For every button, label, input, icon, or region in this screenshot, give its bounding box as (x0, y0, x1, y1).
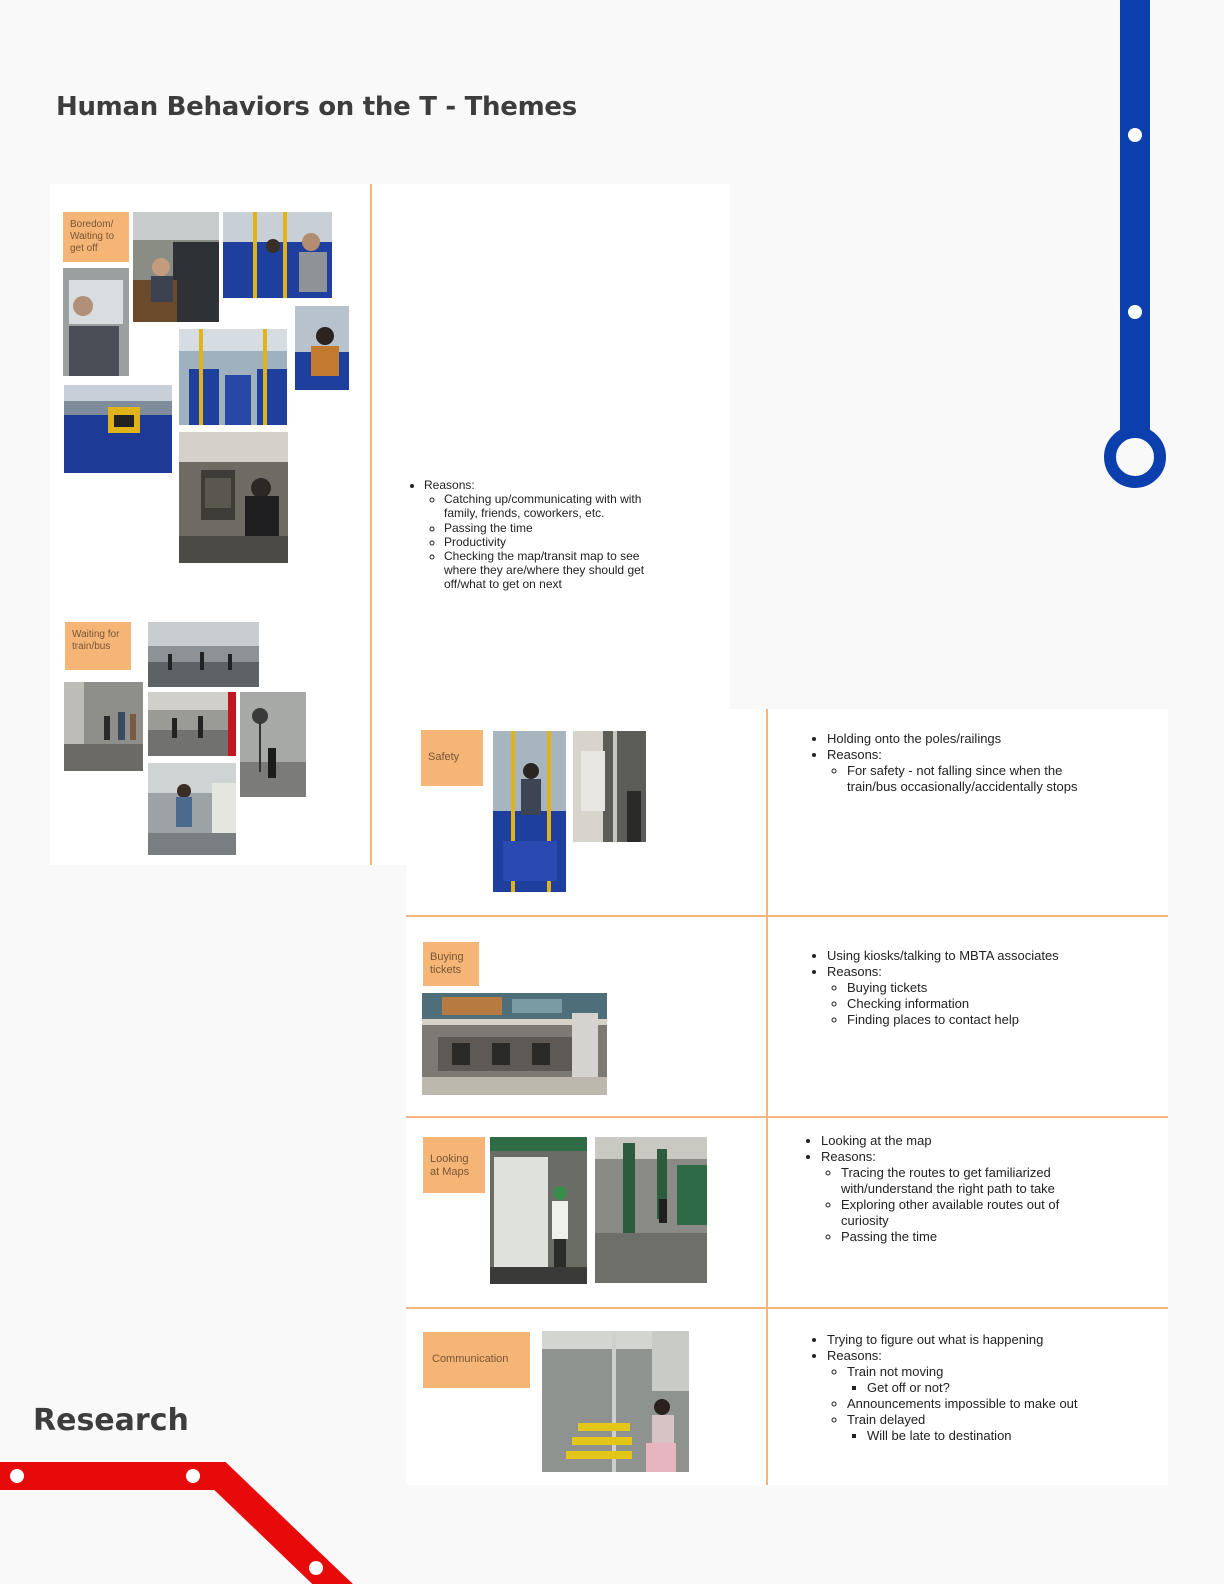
photo-poles-railings (493, 731, 566, 892)
note-subitem: Passing the time (841, 1229, 1107, 1245)
note-subitem: Train delayed (847, 1412, 1133, 1428)
blue-line-graphic (1104, 0, 1166, 488)
note-item: Looking at the map (821, 1133, 1107, 1149)
note-item: Reasons: (827, 1348, 1133, 1364)
photo-bus-passengers-seated (223, 212, 332, 298)
note-item: Reasons: (424, 478, 650, 492)
note-subitem: Productivity (444, 535, 650, 549)
note-subitem: Get off or not? (867, 1380, 1133, 1396)
sticky-communication: Communication (423, 1332, 530, 1388)
note-item: Holding onto the poles/railings (827, 731, 1103, 747)
photo-bus-window-passenger (63, 268, 129, 376)
red-line-station-dot (10, 1469, 24, 1483)
note-subitem: Will be late to destination (867, 1428, 1133, 1444)
note-item: Using kiosks/talking to MBTA associates (827, 948, 1113, 964)
note-subitem: Exploring other available routes out of … (841, 1197, 1107, 1229)
note-subitem: Checking the map/transit map to see wher… (444, 549, 650, 592)
note-item: Reasons: (827, 747, 1103, 763)
sticky-boredom: Boredom/ Waiting to get off (63, 212, 129, 262)
notes-maps: Looking at the map Reasons: Tracing the … (807, 1133, 1107, 1245)
photo-hand-on-pole (573, 731, 646, 842)
blue-line-station-dot (1128, 128, 1142, 142)
divider (406, 1307, 1168, 1309)
sticky-waiting: Waiting for train/bus (65, 622, 131, 670)
photo-bus-interior-empty (179, 329, 287, 425)
red-line-station-dot (186, 1469, 200, 1483)
red-line-station-dot (309, 1561, 323, 1575)
note-item: Reasons: (821, 1149, 1107, 1165)
blue-line-track (1120, 0, 1150, 430)
note-item: Reasons: (827, 964, 1113, 980)
note-subitem: Train not moving (847, 1364, 1133, 1380)
sticky-maps: Looking at Maps (423, 1137, 485, 1193)
note-subitem: Passing the time (444, 521, 650, 535)
photo-subway-interior (542, 1331, 689, 1472)
blue-line-station-dot (1128, 305, 1142, 319)
red-line-graphic (0, 1462, 353, 1584)
notes-boredom: Reasons: Catching up/communicating with … (410, 478, 650, 592)
photo-train-passengers (133, 212, 219, 322)
note-subitem: Catching up/communicating with with fami… (444, 492, 650, 520)
divider (406, 915, 1168, 917)
sticky-safety: Safety (421, 730, 483, 786)
photo-bus-seats-rows (64, 385, 172, 473)
blue-line-terminus-icon (1104, 426, 1166, 488)
divider (370, 184, 372, 865)
photo-station-red-accent (148, 692, 236, 756)
page-title: Human Behaviors on the T - Themes (56, 92, 577, 122)
note-subitem: Buying tickets (847, 980, 1113, 996)
note-subitem: Finding places to contact help (847, 1012, 1113, 1028)
photo-bus-stop-sign (240, 692, 306, 797)
note-subitem: Tracing the routes to get familiarized w… (841, 1165, 1107, 1197)
photo-station-platform (148, 622, 259, 687)
photo-station-vestibule (179, 432, 288, 563)
section-label: Research (33, 1403, 189, 1438)
photo-ticket-kiosk (422, 993, 607, 1095)
photo-station-corridor (595, 1137, 707, 1283)
photo-bus-seat-rider (295, 306, 349, 390)
note-subitem: Announcements impossible to make out (847, 1396, 1133, 1412)
notes-tickets: Using kiosks/talking to MBTA associates … (813, 948, 1113, 1028)
photo-person-waiting (148, 763, 236, 855)
note-item: Trying to figure out what is happening (827, 1332, 1133, 1348)
sticky-tickets: Buying tickets (423, 942, 479, 986)
note-subitem: For safety - not falling since when the … (847, 763, 1103, 795)
divider (766, 709, 768, 1485)
photo-platform-crowd (64, 682, 143, 771)
photo-map-wall (490, 1137, 587, 1284)
notes-safety: Holding onto the poles/railings Reasons:… (813, 731, 1103, 795)
divider (406, 1116, 1168, 1118)
note-subitem: Checking information (847, 996, 1113, 1012)
notes-communication: Trying to figure out what is happening R… (813, 1332, 1133, 1444)
